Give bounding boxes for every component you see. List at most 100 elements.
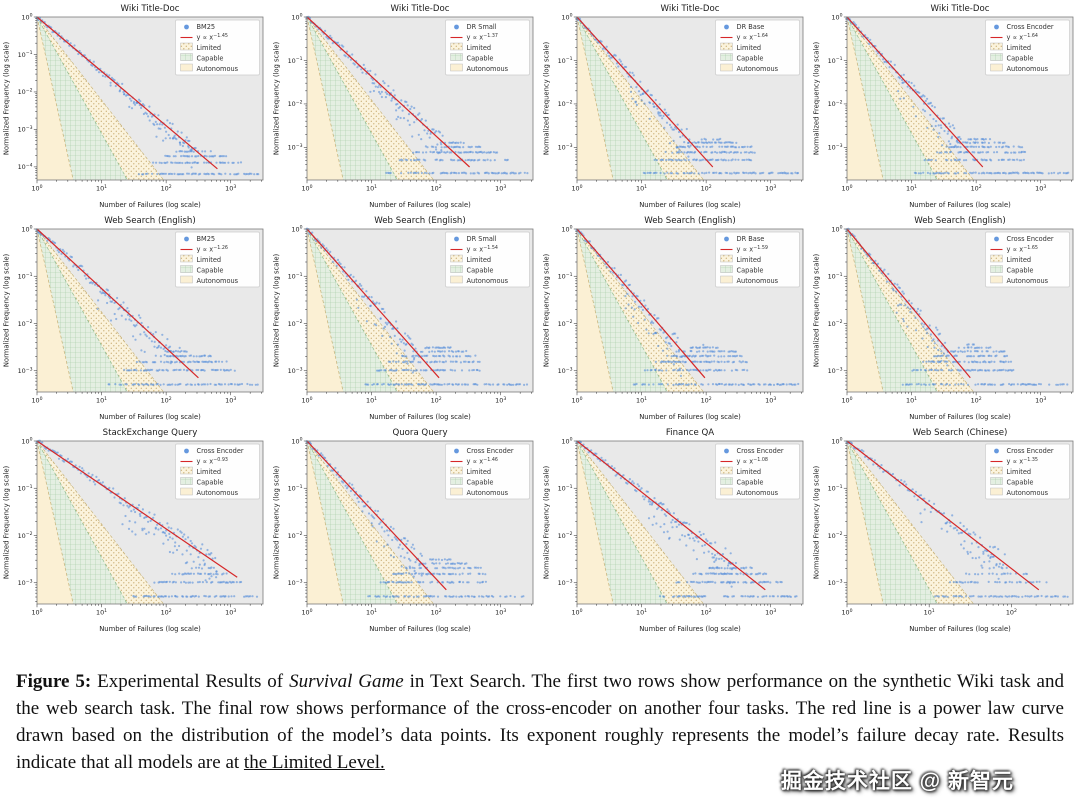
svg-text:100: 100 <box>21 225 32 234</box>
svg-text:101: 101 <box>366 184 377 193</box>
chart-stackexchange-crossencoder: 100 101 102 103 100 10−1 10−2 10−3 StackExchange… <box>3 428 264 633</box>
plot-frame <box>846 16 1074 181</box>
svg-text:102: 102 <box>701 608 712 617</box>
legend-region-label: Limited <box>737 44 762 52</box>
legend-scatter-marker <box>184 24 189 30</box>
legend-region-label: Limited <box>737 256 762 264</box>
legend-region-swatch <box>990 42 1003 51</box>
subplot-wiki-bm25: 100 101 102 103 100 10−1 10−2 10−3 10−4 Wiki Titl… <box>0 0 270 212</box>
caption-segment: the Limited Level. <box>243 751 385 773</box>
svg-text:102: 102 <box>161 184 172 193</box>
legend-region-swatch <box>180 477 193 485</box>
legend-region-swatch <box>450 63 463 72</box>
chart-title: Wiki Title-Doc <box>931 4 990 14</box>
plot-frame <box>306 16 534 181</box>
y-axis-label: Normalized Frequency (log scale) <box>3 253 11 367</box>
legend-region-label: Autonomous <box>1007 277 1049 285</box>
legend-model-label: Cross Encoder <box>1007 235 1054 243</box>
svg-text:10−3: 10−3 <box>828 143 843 152</box>
legend-scatter-marker <box>994 448 999 454</box>
legend-region-swatch <box>180 265 193 273</box>
svg-text:102: 102 <box>971 184 982 193</box>
svg-text:10−2: 10−2 <box>18 319 33 328</box>
legend-region-swatch <box>990 265 1003 273</box>
chart-quora-crossencoder: 100 101 102 103 100 10−1 10−2 10−3 Quora Query Nu… <box>273 428 534 633</box>
subplot-web-en-drbase: 100 101 102 103 100 10−1 10−2 10−3 Web Search (E… <box>540 212 810 424</box>
svg-text:10−1: 10−1 <box>558 56 573 65</box>
legend-region-label: Autonomous <box>737 489 779 497</box>
legend-region-label: Limited <box>1007 468 1032 476</box>
legend-region-label: Capable <box>467 479 494 487</box>
region-autonomous <box>307 17 344 180</box>
svg-text:101: 101 <box>366 396 377 405</box>
legend-model-label: DR Small <box>467 23 497 31</box>
svg-text:100: 100 <box>561 13 572 22</box>
legend-fit-label: y ∝ x−1.46 <box>467 457 498 465</box>
chart-title: Wiki Title-Doc <box>391 4 450 14</box>
legend-region-swatch <box>180 63 193 72</box>
svg-text:101: 101 <box>636 184 647 193</box>
svg-text:102: 102 <box>431 184 442 193</box>
svg-text:10−1: 10−1 <box>18 484 33 493</box>
legend-region-swatch <box>990 254 1003 263</box>
svg-text:103: 103 <box>495 608 506 617</box>
x-axis-label: Number of Failures (log scale) <box>369 625 471 633</box>
svg-text:100: 100 <box>561 437 572 446</box>
fit-line <box>846 16 984 168</box>
chart-title: Web Search (English) <box>374 216 465 226</box>
x-axis-label: Number of Failures (log scale) <box>639 625 741 633</box>
svg-text:10−2: 10−2 <box>828 319 843 328</box>
x-axis-label: Number of Failures (log scale) <box>909 201 1011 209</box>
svg-text:10−1: 10−1 <box>558 272 573 281</box>
legend-region-label: Capable <box>197 479 224 487</box>
svg-text:102: 102 <box>701 396 712 405</box>
svg-text:10−3: 10−3 <box>558 578 573 587</box>
chart-web-en-bm25: 100 101 102 103 100 10−1 10−2 10−3 Web Search (E… <box>3 216 264 421</box>
svg-text:103: 103 <box>1035 396 1046 405</box>
legend-region-label: Capable <box>1007 55 1034 63</box>
svg-text:100: 100 <box>301 608 312 617</box>
subplot-web-en-bm25: 100 101 102 103 100 10−1 10−2 10−3 Web Search (E… <box>0 212 270 424</box>
subplot-web-en-crossencoder: 100 101 102 103 100 10−1 10−2 10−3 Web Search (E… <box>810 212 1080 424</box>
legend-region-label: Autonomous <box>1007 65 1049 73</box>
svg-text:10−1: 10−1 <box>828 272 843 281</box>
y-axis-label: Normalized Frequency (log scale) <box>543 465 551 579</box>
legend-region-label: Capable <box>197 55 224 63</box>
chart-legend: Cross Encoder y ∝ x−1.35 Limited Capable Aut… <box>985 443 1070 500</box>
svg-text:103: 103 <box>765 608 776 617</box>
region-autonomous <box>307 229 344 392</box>
y-axis-label: Normalized Frequency (log scale) <box>813 253 821 367</box>
fit-line <box>306 440 447 591</box>
legend-region-label: Capable <box>737 55 764 63</box>
svg-text:100: 100 <box>831 225 842 234</box>
fit-line <box>846 228 971 379</box>
svg-text:100: 100 <box>571 396 582 405</box>
legend-fit-label: y ∝ x−1.54 <box>467 245 498 253</box>
legend-model-label: Cross Encoder <box>467 447 514 455</box>
region-autonomous <box>577 17 614 180</box>
svg-text:100: 100 <box>291 437 302 446</box>
svg-text:10−2: 10−2 <box>18 88 33 97</box>
legend-region-swatch <box>720 275 733 284</box>
x-axis-label: Number of Failures (log scale) <box>369 413 471 421</box>
plot-frame <box>576 16 804 181</box>
y-axis-label: Normalized Frequency (log scale) <box>273 41 281 155</box>
watermark: 掘金技术社区 @ 新智元 <box>780 770 1014 793</box>
x-axis-label: Number of Failures (log scale) <box>369 201 471 209</box>
svg-text:103: 103 <box>495 396 506 405</box>
fit-line <box>576 440 766 591</box>
svg-text:10−2: 10−2 <box>288 100 303 109</box>
legend-model-label: Cross Encoder <box>1007 447 1054 455</box>
legend-region-swatch <box>450 254 463 263</box>
region-autonomous <box>847 17 884 180</box>
fit-line <box>576 16 714 168</box>
legend-region-label: Capable <box>737 267 764 275</box>
legend-fit-label: y ∝ x−1.37 <box>467 33 498 41</box>
fit-line <box>846 440 1040 591</box>
chart-wiki-drsmall: 100 101 102 103 100 10−1 10−2 10−3 Wiki Title-Do… <box>273 4 534 209</box>
legend-fit-label: y ∝ x−1.59 <box>737 245 768 253</box>
svg-text:100: 100 <box>31 396 42 405</box>
svg-text:10−3: 10−3 <box>288 143 303 152</box>
svg-text:10−3: 10−3 <box>18 125 33 134</box>
legend-region-swatch <box>180 53 193 61</box>
